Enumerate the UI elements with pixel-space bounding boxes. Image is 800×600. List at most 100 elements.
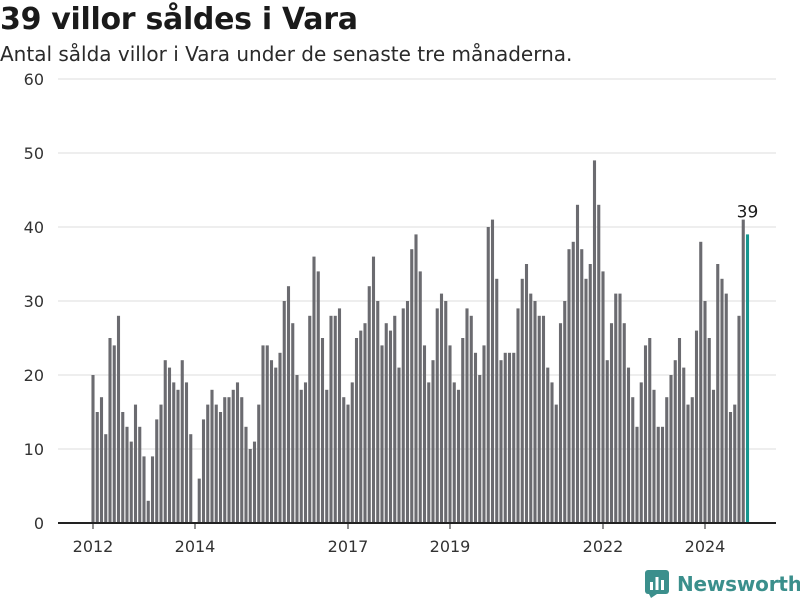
bar	[325, 389, 329, 523]
bar	[333, 315, 337, 523]
bar	[176, 389, 180, 523]
y-tick-label: 50	[24, 144, 44, 163]
bar	[363, 323, 367, 523]
bar	[201, 419, 206, 523]
bar	[631, 397, 635, 523]
bar	[223, 397, 227, 523]
bar	[155, 419, 159, 523]
bar	[312, 256, 316, 523]
bar	[380, 345, 384, 523]
bar	[482, 345, 486, 523]
brand-logo: Newsworthy	[645, 568, 800, 600]
bar	[235, 382, 240, 523]
bar	[308, 315, 312, 523]
x-tick-label: 2014	[175, 537, 216, 556]
x-axis-ticks: 2012 2014 2017 2019 2022 2024	[73, 523, 725, 556]
highlight-value-label: 39	[737, 202, 759, 222]
bars	[91, 160, 750, 524]
bar	[541, 315, 546, 523]
y-tick-label: 30	[24, 292, 44, 311]
bar	[707, 338, 711, 523]
bar	[609, 323, 614, 523]
bar	[554, 404, 558, 523]
bar	[163, 360, 167, 523]
x-tick-label: 2022	[583, 537, 624, 556]
bar	[257, 404, 261, 523]
bar	[269, 360, 274, 523]
bar	[359, 330, 363, 523]
bar	[167, 367, 172, 523]
bar	[431, 360, 435, 523]
bar	[461, 338, 465, 523]
bar	[184, 382, 189, 523]
bar	[146, 500, 150, 523]
chart-subtitle: Antal sålda villor i Vara under de senas…	[0, 42, 573, 66]
bar	[639, 382, 643, 523]
bar	[414, 234, 418, 523]
bar	[720, 278, 724, 523]
bar	[652, 389, 656, 523]
bar	[286, 286, 291, 523]
bar	[665, 397, 669, 523]
bar	[563, 301, 567, 523]
y-tick-label: 10	[24, 440, 44, 459]
x-tick-label: 2017	[328, 537, 369, 556]
bar	[592, 160, 597, 523]
bar	[291, 323, 295, 523]
bar	[282, 301, 286, 523]
bar	[588, 264, 592, 523]
bar	[537, 315, 541, 523]
bar	[159, 404, 163, 523]
bar	[210, 389, 214, 523]
bar	[728, 412, 733, 523]
bar	[342, 397, 346, 523]
bar	[524, 264, 529, 523]
newsworthy-logo-icon	[645, 570, 669, 598]
bar	[699, 241, 703, 524]
bar	[427, 382, 431, 523]
bar	[452, 382, 456, 523]
bar	[520, 278, 524, 523]
bar	[231, 389, 235, 523]
y-tick-label: 0	[34, 514, 44, 533]
bar	[478, 375, 482, 523]
bar	[635, 426, 639, 523]
bar	[150, 456, 155, 523]
bar	[410, 249, 414, 523]
bar	[104, 434, 108, 523]
bar	[614, 293, 618, 523]
highlighted-bar	[745, 234, 750, 523]
bar	[682, 367, 686, 523]
bar	[580, 249, 584, 523]
bar	[469, 315, 473, 523]
bar	[320, 338, 325, 523]
bar	[690, 397, 694, 523]
bar	[656, 426, 660, 523]
bar	[503, 352, 507, 523]
bar	[439, 293, 444, 523]
bar	[622, 323, 626, 523]
bar	[448, 345, 452, 523]
bar	[189, 434, 193, 523]
x-tick-label: 2019	[430, 537, 471, 556]
bar	[142, 456, 146, 523]
bar	[575, 204, 580, 524]
bar	[724, 293, 728, 523]
bar	[716, 264, 720, 523]
bar	[711, 389, 716, 523]
bar	[618, 293, 622, 523]
bar	[512, 352, 516, 523]
bar	[597, 204, 601, 524]
bar	[516, 308, 520, 523]
bar	[660, 426, 665, 523]
bar	[227, 397, 231, 523]
bar	[206, 404, 210, 523]
bar	[435, 308, 439, 523]
bar	[733, 404, 737, 523]
bar	[677, 338, 682, 523]
bar	[673, 360, 677, 523]
bar	[558, 323, 563, 523]
bar	[495, 278, 499, 523]
bar	[456, 389, 461, 523]
bar	[299, 389, 303, 523]
